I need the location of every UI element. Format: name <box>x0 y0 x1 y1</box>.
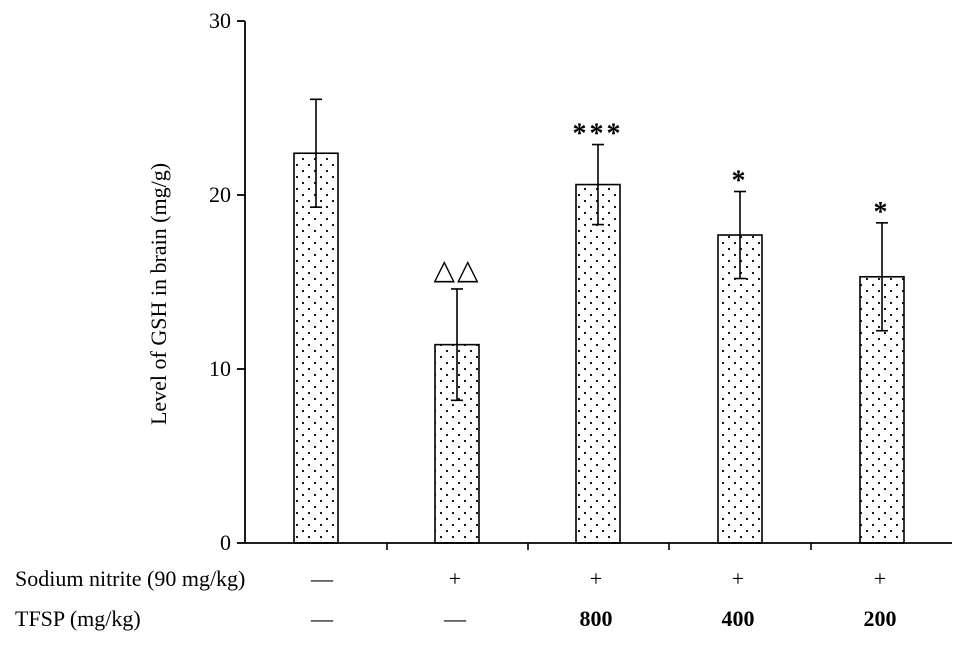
error-bar <box>734 190 746 280</box>
bars-layer <box>293 152 905 544</box>
bar <box>575 183 621 544</box>
y-tick-label: 20 <box>209 182 231 207</box>
table-cell: 800 <box>580 606 613 631</box>
significance-annotation: *** <box>573 119 624 150</box>
table-row-label: TFSP (mg/kg) <box>15 606 141 631</box>
table-cell: 200 <box>864 606 897 631</box>
table-cell: + <box>449 566 461 591</box>
table-cell: — <box>310 566 334 591</box>
treatment-table: Sodium nitrite (90 mg/kg) — + + + + TFSP (mg/k… <box>15 566 897 631</box>
bar <box>293 152 339 544</box>
table-cell: + <box>874 566 886 591</box>
error-bar <box>310 98 322 208</box>
significance-annotation: * <box>874 197 891 228</box>
y-tick-label: 0 <box>220 530 231 555</box>
error-bar <box>876 222 888 332</box>
axes-layer: 0 10 20 30 Level of GSH in brain (mg/g) <box>146 8 952 555</box>
table-cell: 400 <box>722 606 755 631</box>
table-cell: — <box>310 606 334 631</box>
error-bars-layer <box>310 98 888 402</box>
significance-annotation: * <box>732 166 749 197</box>
table-row-label: Sodium nitrite (90 mg/kg) <box>15 566 245 591</box>
bar <box>717 234 763 544</box>
error-bar <box>451 288 463 402</box>
table-cell: — <box>443 606 467 631</box>
annotations-layer: △△***** <box>433 119 891 286</box>
y-axis-title: Level of GSH in brain (mg/g) <box>146 163 171 425</box>
y-tick-label: 10 <box>209 356 231 381</box>
error-bar <box>592 143 604 226</box>
table-cell: + <box>590 566 602 591</box>
table-cell: + <box>732 566 744 591</box>
y-tick-label: 30 <box>209 8 231 33</box>
significance-annotation: △△ <box>433 255 480 286</box>
